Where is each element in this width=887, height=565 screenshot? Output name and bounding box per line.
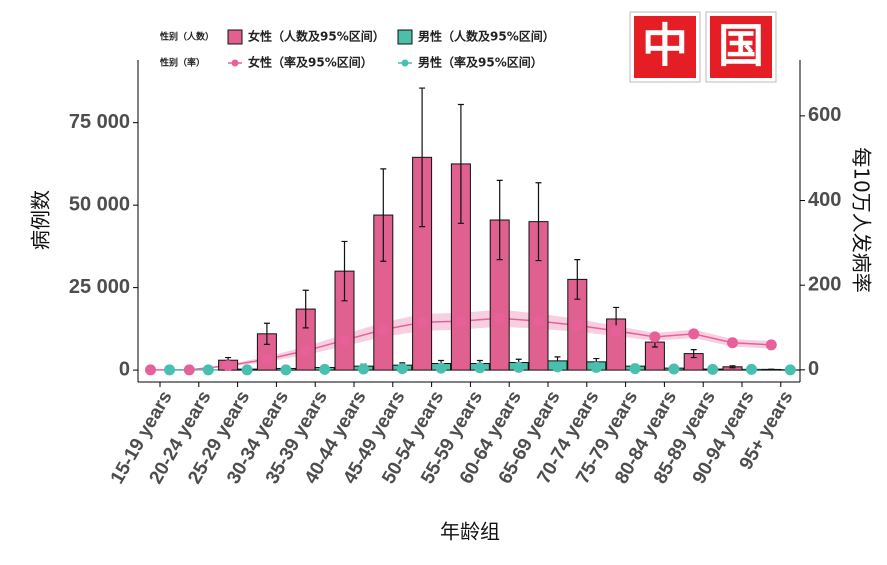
legend-swatch [401,59,409,67]
y2-tick-label: 600 [808,104,841,126]
rate-point [533,315,544,327]
rate-point [241,364,253,376]
rate-point [455,315,467,327]
error-bar [496,179,503,261]
rate-point [339,334,350,346]
error-bar [457,103,464,224]
rate-point [727,337,738,349]
rate-point [358,363,369,375]
y-tick-label: 50 000 [69,193,130,215]
rate-point [571,319,583,331]
rate-point [688,328,700,340]
rate-point [261,353,273,365]
rate-point [649,331,661,343]
rate-point [765,339,777,351]
y2-tick-label: 200 [808,273,841,295]
rate-point [707,363,719,375]
rate-point [202,364,214,376]
error-bar [574,258,581,300]
badge-box [634,16,696,78]
y-tick-label: 25 000 [69,276,130,298]
badge-text: 国 [718,19,764,73]
legend-swatch [397,29,413,45]
rate-point [474,362,486,374]
y2-axis-title: 每10万人发病率 [850,147,874,292]
y2-tick-label: 0 [808,358,819,380]
rate-point [784,364,796,376]
error-bar [380,168,387,262]
rate-point [319,363,331,375]
badge-text: 中 [642,19,688,73]
legend-title: 性别（人数） [160,31,214,43]
rate-point [416,316,428,328]
y-tick-label: 75 000 [69,111,130,133]
error-bar [729,365,736,369]
rate-point [668,363,680,375]
rate-point [164,364,175,376]
error-bar [419,87,426,228]
rate-point [280,364,292,376]
legend-swatch [231,59,239,67]
rate-point [513,361,525,373]
rate-point [746,363,757,375]
rate-point [610,325,622,337]
y-tick-label: 0 [119,358,130,380]
rate-point [435,362,447,374]
rate-point [222,360,234,372]
rate-point [377,324,389,336]
error-bar [535,182,542,262]
error-bar [341,240,348,302]
y2-tick-label: 400 [808,189,841,211]
error-bar [690,349,697,359]
legend-title: 性别（率） [160,57,205,69]
legend-label: 男性（人数及95%区间） [418,29,555,44]
rate-point [396,363,408,375]
legend-label: 男性（率及95%区间） [418,55,543,70]
rate-point [300,345,312,357]
badge-box [710,16,772,78]
error-bar [263,322,270,345]
rate-point [629,363,641,375]
legend-swatch [227,29,243,45]
rate-point [552,361,563,373]
rate-point [183,364,195,376]
legend-label: 女性（率及95%区间） [248,55,373,70]
legend-label: 女性（人数及95%区间） [248,29,385,44]
error-bar [302,289,309,329]
rate-point [494,312,506,324]
rate-point [145,364,156,376]
x-axis-title: 年龄组 [440,520,500,544]
rate-point [590,361,602,373]
y-axis-title: 病例数 [29,190,53,250]
